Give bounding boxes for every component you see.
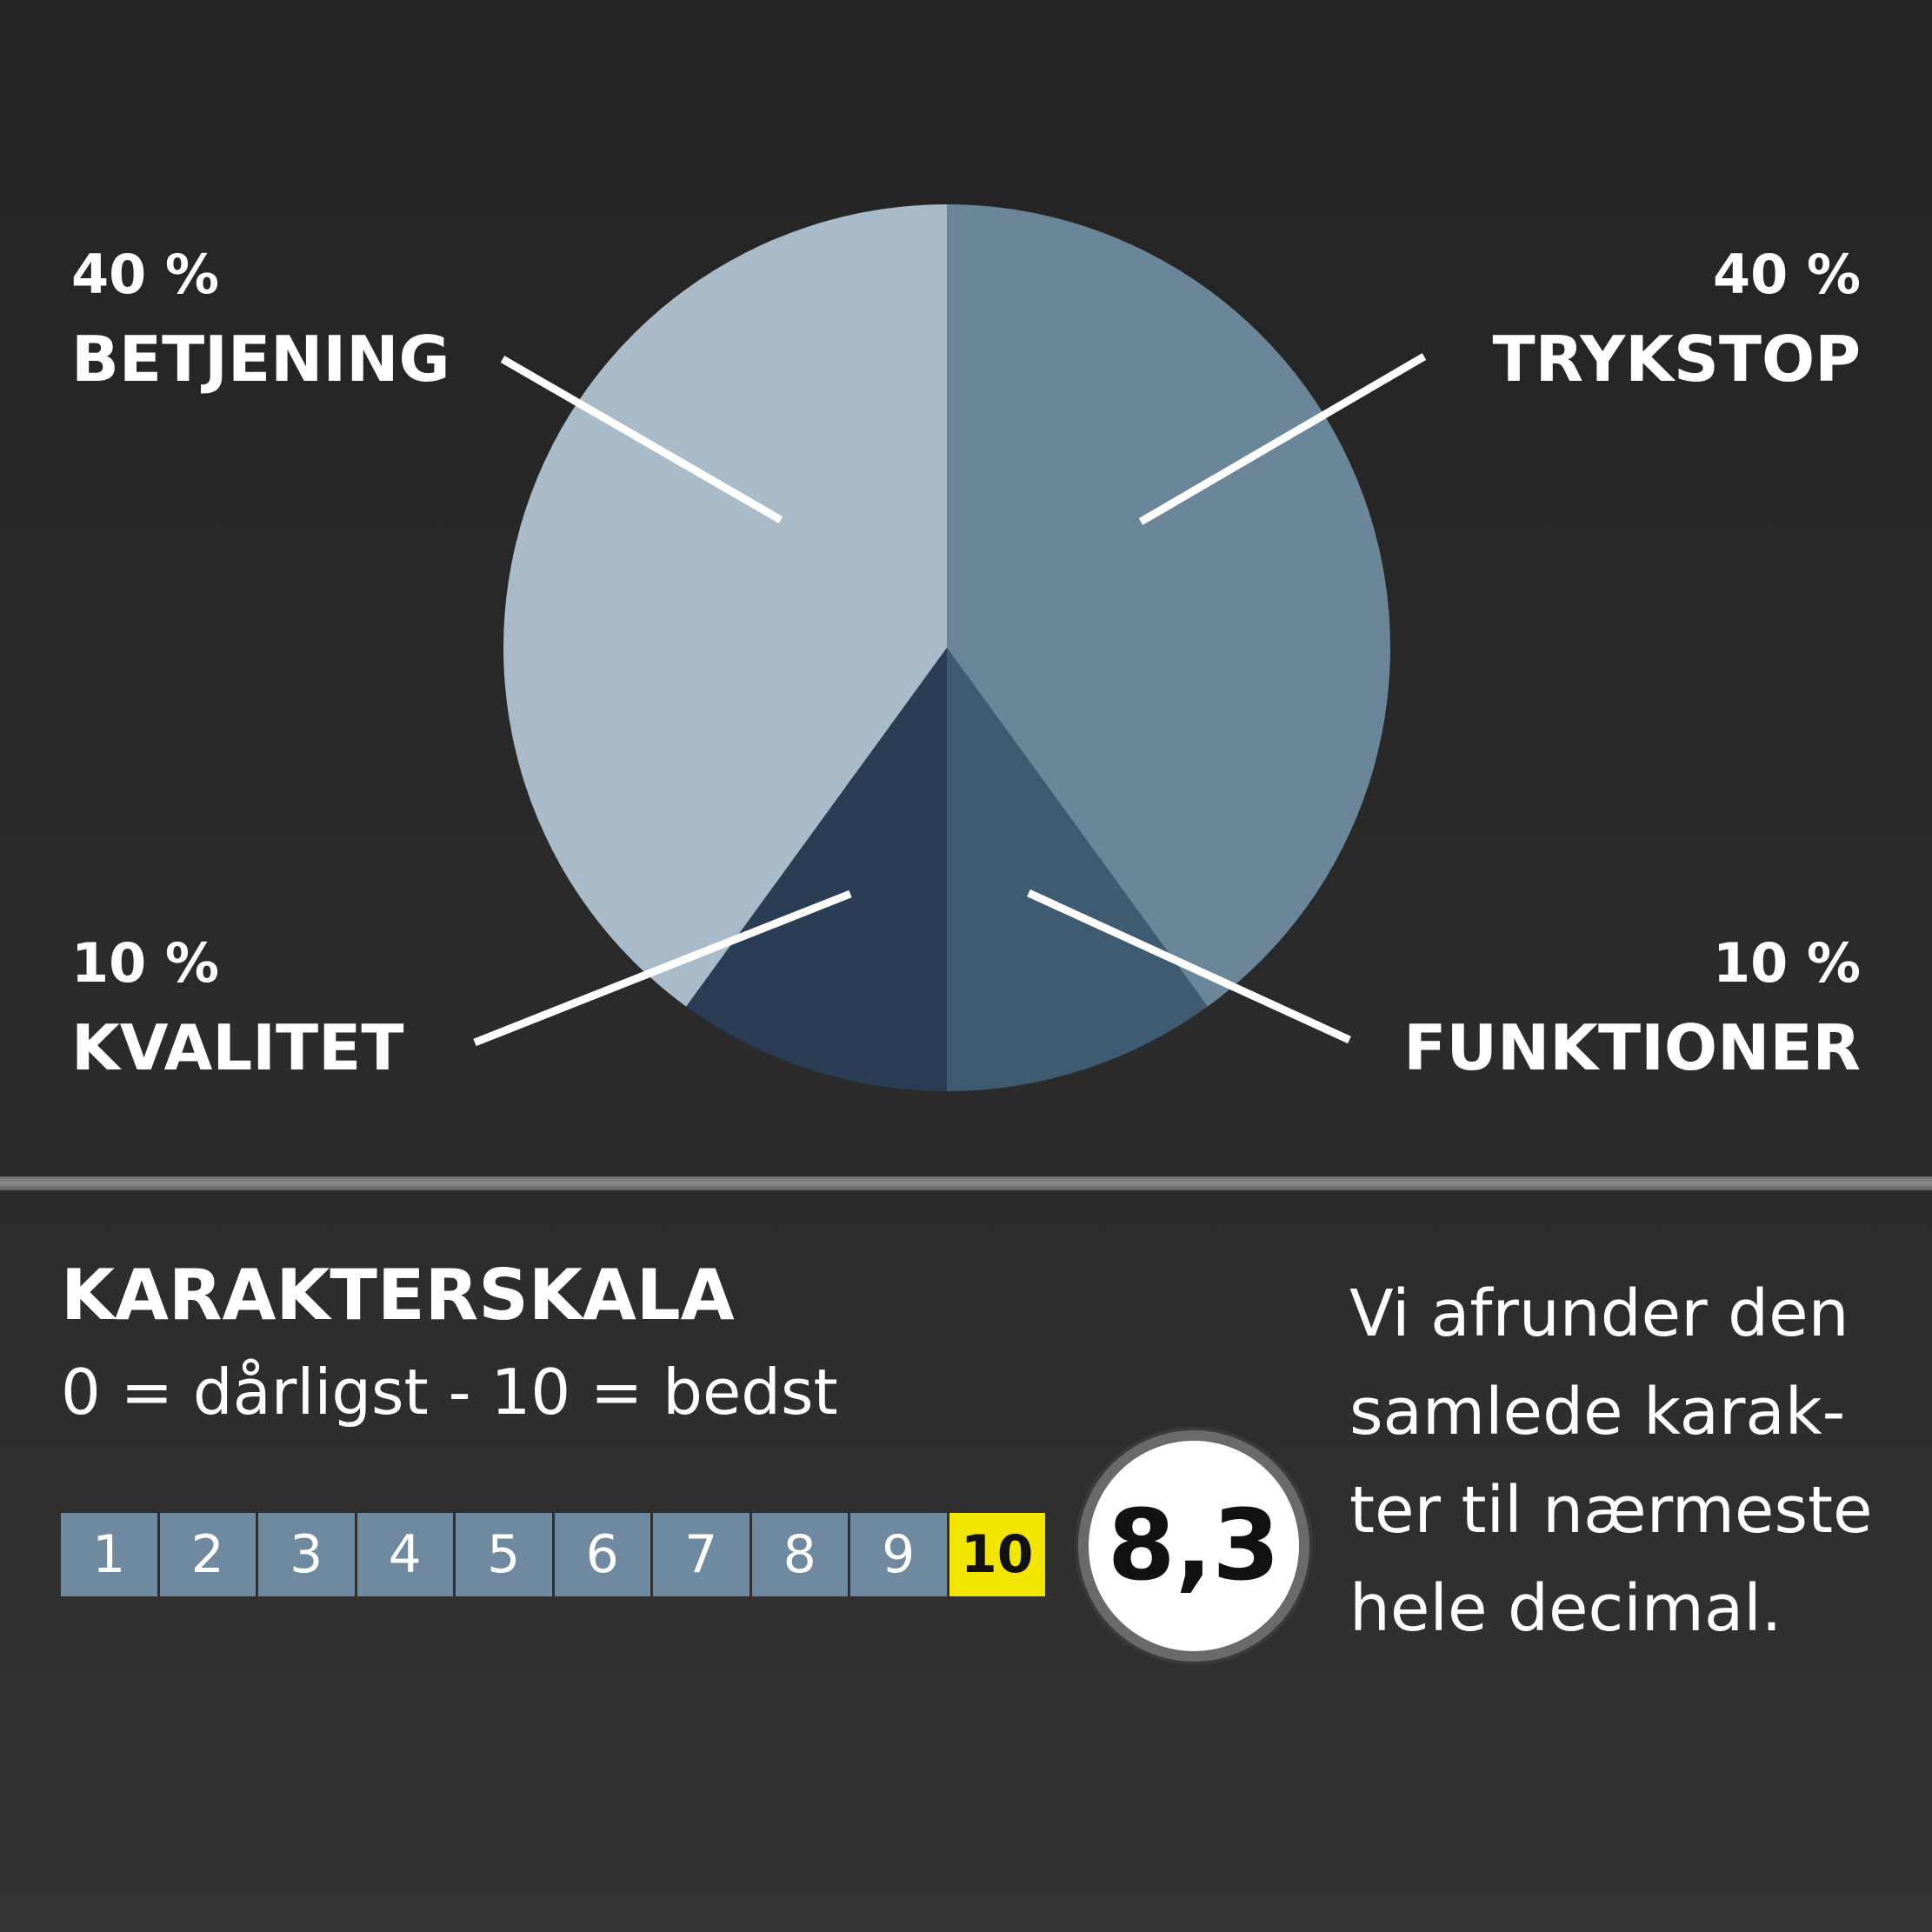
- leader-lines: [473, 353, 1427, 1047]
- label-kvalitet-percent: 10 %: [71, 931, 219, 995]
- label-betjening-percent: 40 %: [71, 243, 219, 306]
- slice-funktioner: [947, 648, 1208, 1091]
- scale-title: KARAKTERSKALA: [61, 1255, 735, 1336]
- scale-cell: 5: [456, 1513, 555, 1596]
- scale-cell: 3: [258, 1513, 357, 1596]
- scale-cell: 1: [61, 1513, 160, 1596]
- label-trykstop-percent: 40 %: [1713, 243, 1861, 306]
- label-funktioner-percent: 10 %: [1713, 931, 1861, 995]
- label-kvalitet-name: KVALITET: [71, 1011, 404, 1084]
- pie-slices: [503, 204, 1391, 1091]
- note-line: ter til nærmeste: [1349, 1473, 1873, 1548]
- scale-cell-active: 10: [949, 1513, 1045, 1596]
- note-line: samlede karak-: [1349, 1375, 1846, 1449]
- rounding-note: Vi afrunder den samlede karak- ter til n…: [1349, 1265, 1906, 1658]
- leader-kvalitet: [473, 889, 852, 1047]
- section-divider: [0, 1176, 1932, 1190]
- scale-cell: 8: [751, 1513, 850, 1596]
- scale-cell: 2: [159, 1513, 258, 1596]
- score-value: 8,3: [1107, 1489, 1281, 1602]
- label-funktioner-name: FUNKTIONER: [1403, 1011, 1861, 1084]
- leader-funktioner: [1027, 889, 1351, 1044]
- label-trykstop-name: TRYKSTOP: [1492, 323, 1862, 396]
- label-betjening: 40 % BETJENING: [71, 243, 450, 396]
- slice-trykstop: [947, 204, 1391, 1007]
- slice-kvalitet: [686, 648, 947, 1091]
- scale-cell: 4: [356, 1513, 456, 1596]
- pie-chart: [473, 204, 1427, 1091]
- note-line: hele decimal.: [1349, 1571, 1782, 1646]
- grade-scale: 1 2 3 4 5 6 7 8 9 10: [61, 1513, 1045, 1596]
- label-trykstop: 40 % TRYKSTOP: [1492, 243, 1862, 396]
- note-line: Vi afrunder den: [1349, 1276, 1849, 1351]
- leader-betjening: [500, 356, 783, 523]
- score-badge: 8,3: [1078, 1430, 1309, 1662]
- label-funktioner: 10 % FUNKTIONER: [1403, 931, 1861, 1084]
- scale-cell: 6: [554, 1513, 653, 1596]
- label-betjening-name: BETJENING: [71, 323, 450, 396]
- scale-cell: 9: [850, 1513, 949, 1596]
- slice-betjening: [503, 204, 947, 1007]
- leader-trykstop: [1138, 353, 1427, 525]
- label-kvalitet: 10 % KVALITET: [71, 931, 404, 1084]
- scale-subtitle: 0 = dårligst - 10 = bedst: [61, 1356, 838, 1429]
- scale-cell: 7: [653, 1513, 752, 1596]
